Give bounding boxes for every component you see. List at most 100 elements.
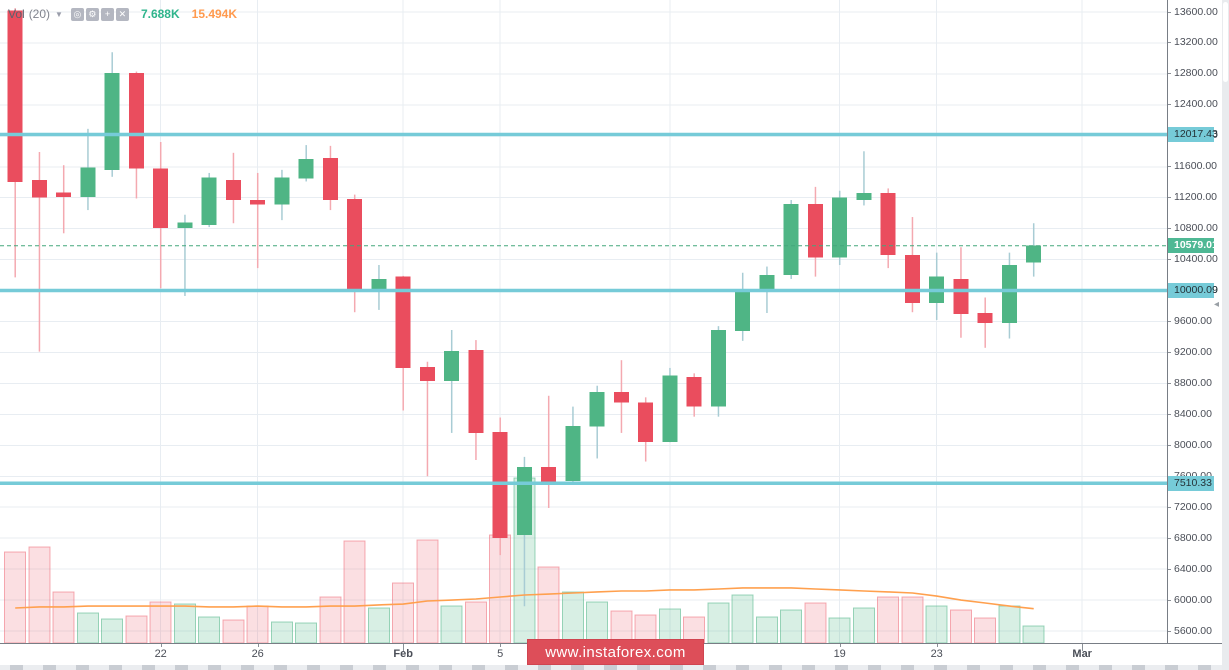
candle-body	[177, 222, 193, 228]
volume-bar	[416, 539, 439, 643]
candle-body	[662, 375, 678, 443]
volume-ma-value: 15.494K	[191, 7, 238, 21]
volume-bar	[367, 607, 390, 643]
eye-icon[interactable]: ◎	[70, 7, 84, 21]
current-price-badge: 10579.01	[1167, 238, 1218, 254]
volume-bar	[440, 605, 463, 643]
volume-bar	[101, 618, 124, 643]
time-axis-label: Mar	[1072, 648, 1092, 660]
candle-body	[759, 275, 775, 290]
price-axis-label: 12400.00	[1174, 98, 1218, 111]
price-axis-label: 5600.00	[1174, 624, 1212, 637]
time-axis-label: 19	[833, 648, 846, 660]
candle-body	[541, 466, 557, 482]
price-tick	[1167, 506, 1171, 508]
chart-canvas[interactable]	[0, 0, 1167, 643]
chevron-left-icon[interactable]: ◂	[1214, 299, 1220, 310]
volume-bar	[561, 591, 584, 643]
candle-body	[565, 425, 581, 481]
plus-icon[interactable]: +	[100, 7, 114, 21]
price-axis-label: 12800.00	[1174, 67, 1218, 80]
price-axis-label: 9600.00	[1174, 315, 1212, 327]
candle-body	[225, 179, 241, 201]
candle-body	[638, 402, 654, 443]
candle-body	[347, 199, 363, 292]
volume-ma-line	[15, 587, 1034, 610]
close-icon[interactable]: ✕	[115, 7, 129, 21]
candle-body	[298, 159, 314, 179]
candle-body	[201, 177, 217, 225]
price-axis-label: 13200.00	[1174, 36, 1218, 49]
price-axis-label: 10400.00	[1174, 253, 1218, 266]
price-axis-label: 7200.00	[1174, 500, 1212, 513]
bottom-resize-strip[interactable]	[0, 665, 1229, 670]
candle-body	[589, 391, 605, 427]
price-axis-label: 13600.00	[1174, 5, 1218, 18]
instaforex-watermark-banner[interactable]: www.instaforex.com	[527, 639, 704, 665]
price-tick	[1167, 11, 1171, 13]
candle-body	[250, 200, 266, 205]
volume-bar	[173, 603, 196, 643]
time-tick	[839, 643, 841, 647]
volume-bar	[707, 602, 730, 643]
time-tick	[403, 643, 405, 651]
candle-body	[444, 350, 460, 382]
volume-bar	[222, 619, 245, 643]
volume-current-value: 7.688K	[140, 7, 180, 21]
price-tick	[1167, 73, 1171, 75]
banner-text: www.instaforex.com	[545, 643, 686, 661]
candle-body	[832, 197, 848, 258]
time-axis-label: Feb	[393, 648, 413, 660]
candle-body	[977, 312, 993, 324]
price-axis-border	[1167, 0, 1168, 643]
candle-body	[7, 10, 23, 183]
volume-bar	[76, 612, 99, 643]
volume-bar	[804, 602, 827, 643]
candle-body	[31, 179, 47, 198]
time-tick	[160, 643, 162, 647]
volume-bar	[658, 608, 681, 643]
indicator-period: (20)	[28, 7, 51, 21]
volume-bar	[949, 609, 972, 643]
volume-bar	[319, 596, 342, 643]
candle-body	[735, 289, 751, 331]
volume-bar	[925, 605, 948, 643]
volume-bar	[295, 622, 318, 643]
volume-bar	[586, 601, 609, 643]
gear-icon[interactable]: ⚙	[85, 7, 99, 21]
price-axis-label: 8000.00	[1174, 438, 1212, 451]
candle-body	[880, 193, 896, 255]
candle-body	[807, 203, 823, 258]
scrollbar-thumb[interactable]	[1223, 2, 1228, 82]
price-axis[interactable]: 13600.0013200.0012800.0012400.0012000.00…	[1167, 0, 1222, 643]
price-tick	[1167, 42, 1171, 44]
time-tick	[257, 643, 259, 647]
price-tick	[1167, 166, 1171, 168]
candle-body	[395, 276, 411, 368]
candle-body	[686, 377, 702, 407]
candle-body	[1001, 265, 1017, 324]
candle-body	[710, 330, 726, 407]
side-scroll-strip[interactable]: ◂	[1214, 0, 1229, 670]
volume-bar	[270, 621, 293, 643]
time-tick	[500, 643, 502, 647]
candle-body	[153, 168, 169, 228]
price-tick	[1167, 444, 1171, 446]
candle-body	[856, 193, 872, 201]
candle-body	[1026, 245, 1042, 263]
volume-bar	[1022, 625, 1045, 643]
time-tick	[936, 643, 938, 647]
price-axis-label: 6000.00	[1174, 593, 1212, 606]
volume-bar	[343, 540, 366, 643]
price-tick	[1167, 104, 1171, 106]
volume-bar	[28, 546, 51, 643]
volume-bar	[4, 551, 27, 643]
chevron-down-icon[interactable]: ▼	[55, 9, 63, 19]
price-axis-label: 11200.00	[1174, 191, 1218, 204]
candle-body	[468, 350, 484, 433]
volume-bar	[755, 616, 778, 643]
price-tick	[1167, 197, 1171, 199]
price-tick	[1167, 537, 1171, 539]
candle-body	[56, 192, 72, 197]
